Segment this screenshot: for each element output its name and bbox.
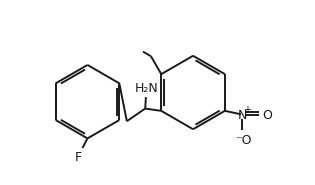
Text: ⁻O: ⁻O [235, 134, 251, 147]
Text: +: + [243, 105, 251, 115]
Text: F: F [75, 152, 82, 164]
Text: N: N [238, 109, 247, 122]
Text: H₂N: H₂N [135, 82, 158, 95]
Text: O: O [263, 109, 272, 122]
